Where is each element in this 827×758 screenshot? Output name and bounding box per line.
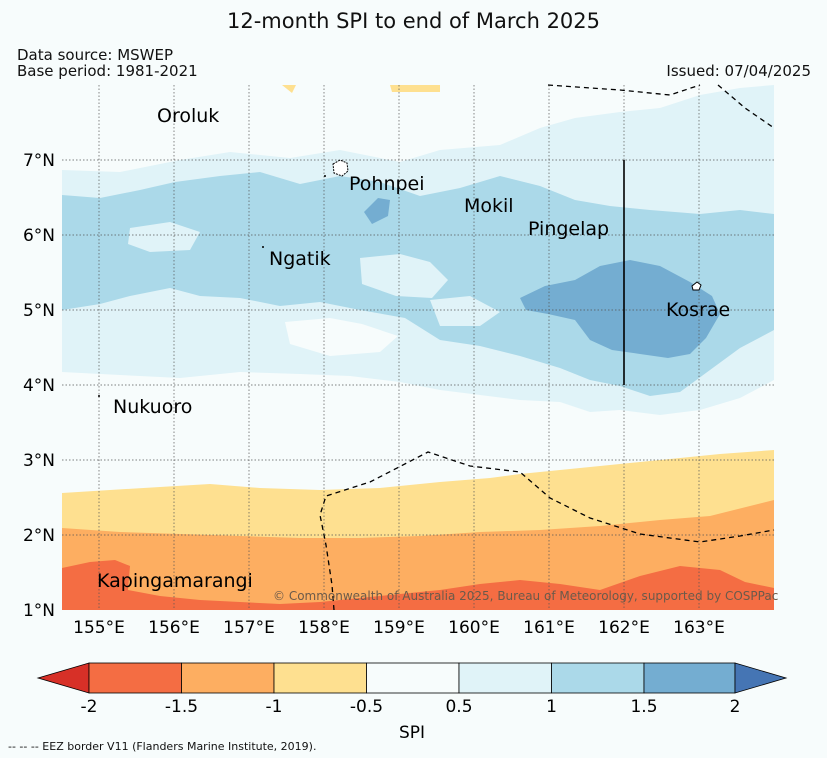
lon-tick: 161°E: [523, 618, 575, 638]
colorbar-tick: 0.5: [445, 697, 472, 717]
lon-tick: 156°E: [148, 618, 200, 638]
colorbar-segment: [643, 662, 736, 694]
lon-tick: 158°E: [298, 618, 350, 638]
kosrae-island: [691, 281, 702, 291]
colorbar-segment: [273, 662, 367, 694]
lon-tick: 155°E: [73, 618, 125, 638]
lon-tick: 159°E: [373, 618, 425, 638]
eez-footnote: -- -- -- EEZ border V11 (Flanders Marine…: [8, 740, 317, 753]
place-label-pohnpei: Pohnpei: [349, 173, 425, 195]
lat-tick: 1°N: [23, 601, 55, 621]
colorbar-segment: [88, 662, 182, 694]
pohnpei-island: [332, 159, 349, 177]
spi-dry-strong-area: [62, 560, 774, 610]
colorbar-tick: 1.5: [630, 697, 657, 717]
lat-tick: 4°N: [23, 376, 55, 396]
issued-date-label: Issued: 07/04/2025: [666, 62, 811, 80]
lat-tick: 2°N: [23, 526, 55, 546]
ngatik-atoll: [262, 246, 264, 248]
colorbar-tick: -0.5: [350, 697, 383, 717]
colorbar-title: SPI: [399, 723, 425, 743]
colorbar-segment: [551, 662, 645, 694]
data-source-label: Data source: MSWEP: [17, 46, 174, 64]
colorbar: -2 -1.5 -1 -0.5 0.5 1 1.5 2 SPI: [36, 662, 788, 743]
colorbar-segment: [366, 662, 460, 694]
ant-atoll: [324, 175, 326, 177]
nukuoro-atoll: [98, 395, 100, 397]
place-label-ngatik: Ngatik: [269, 248, 331, 270]
place-label-oroluk: Oroluk: [157, 105, 219, 127]
place-label-mokil: Mokil: [464, 195, 514, 217]
lat-tick: 3°N: [23, 451, 55, 471]
place-label-kosrae: Kosrae: [666, 299, 730, 321]
place-label-pingelap: Pingelap: [528, 218, 609, 240]
latitude-axis: 7°N 6°N 5°N 4°N 3°N 2°N 1°N: [23, 151, 55, 621]
colorbar-extend-low: [36, 662, 90, 694]
lon-tick: 157°E: [223, 618, 275, 638]
map-title: 12-month SPI to end of March 2025: [226, 9, 601, 33]
place-label-nukuoro: Nukuoro: [113, 396, 192, 418]
copyright-notice: © Commonwealth of Australia 2025, Bureau…: [273, 589, 778, 603]
colorbar-tick: -1: [266, 697, 283, 717]
spi-wet-strong-area: [520, 260, 720, 358]
colorbar-tick: 2: [730, 697, 741, 717]
longitude-axis: 155°E 156°E 157°E 158°E 159°E 160°E 161°…: [73, 618, 725, 638]
colorbar-segment: [181, 662, 275, 694]
colorbar-tick: 1: [546, 697, 557, 717]
colorbar-extend-high: [734, 662, 788, 694]
lon-tick: 160°E: [448, 618, 500, 638]
colorbar-tick: -1.5: [165, 697, 198, 717]
eez-borders: [319, 84, 775, 611]
lon-tick: 162°E: [598, 618, 650, 638]
lon-tick: 163°E: [673, 618, 725, 638]
base-period-label: Base period: 1981-2021: [17, 62, 198, 80]
lat-tick: 6°N: [23, 226, 55, 246]
lat-tick: 7°N: [23, 151, 55, 171]
spi-dry-moderate-area: [62, 500, 774, 610]
spi-field: [62, 85, 774, 610]
place-label-kapingamarangi: Kapingamarangi: [97, 570, 253, 592]
colorbar-segment: [458, 662, 552, 694]
lat-tick: 5°N: [23, 301, 55, 321]
colorbar-tick: -2: [81, 697, 98, 717]
